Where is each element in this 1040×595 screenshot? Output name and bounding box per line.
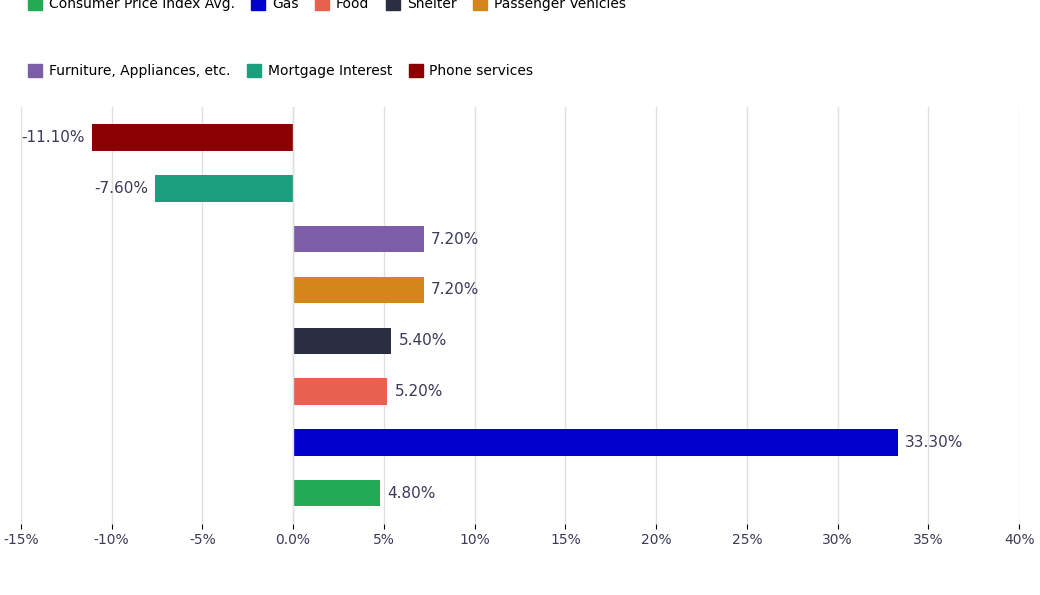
Bar	[293, 226, 423, 252]
Bar	[293, 327, 391, 354]
Text: -11.10%: -11.10%	[21, 130, 84, 145]
Bar	[155, 175, 293, 202]
Bar	[293, 480, 381, 506]
Text: 33.30%: 33.30%	[905, 435, 963, 450]
Bar	[293, 429, 898, 456]
Text: 5.20%: 5.20%	[395, 384, 443, 399]
Bar	[293, 378, 388, 405]
Text: 7.20%: 7.20%	[431, 283, 479, 298]
Text: 4.80%: 4.80%	[388, 486, 436, 500]
Text: 7.20%: 7.20%	[431, 231, 479, 247]
Text: 5.40%: 5.40%	[398, 333, 447, 348]
Bar	[293, 277, 423, 303]
Bar	[92, 124, 293, 151]
Text: -7.60%: -7.60%	[94, 181, 148, 196]
Legend: Furniture, Appliances, etc., Mortgage Interest, Phone services: Furniture, Appliances, etc., Mortgage In…	[28, 64, 534, 78]
